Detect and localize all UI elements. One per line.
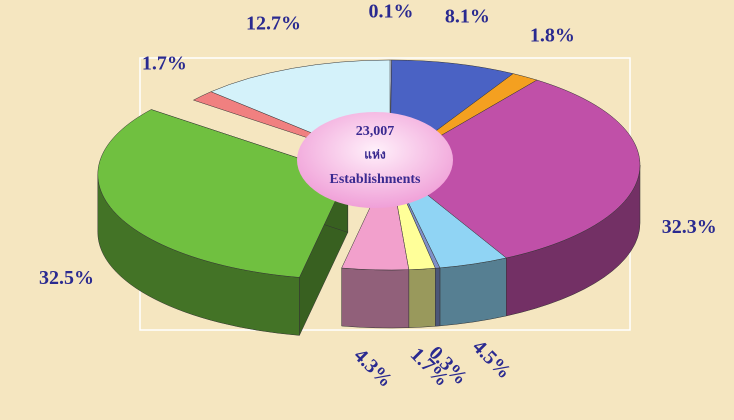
value-label: 1.8% <box>530 25 575 47</box>
value-label: 32.5% <box>39 267 94 289</box>
slice-side <box>435 267 441 327</box>
slice <box>97 109 349 278</box>
center-ellipse <box>297 112 453 208</box>
value-label: 32.3% <box>662 216 717 238</box>
value-label: 1.7% <box>142 52 187 74</box>
center-caption: Establishments <box>329 172 421 187</box>
value-label: 0.1% <box>368 0 413 22</box>
value-label: 12.7% <box>246 12 301 34</box>
slice-side <box>439 257 507 327</box>
value-label: 8.1% <box>445 5 490 27</box>
slice-side <box>341 267 410 329</box>
center-unit: แห่ง <box>364 148 386 162</box>
slice-side <box>408 267 436 328</box>
slice <box>389 79 641 259</box>
center-count: 23,007 <box>356 124 395 139</box>
